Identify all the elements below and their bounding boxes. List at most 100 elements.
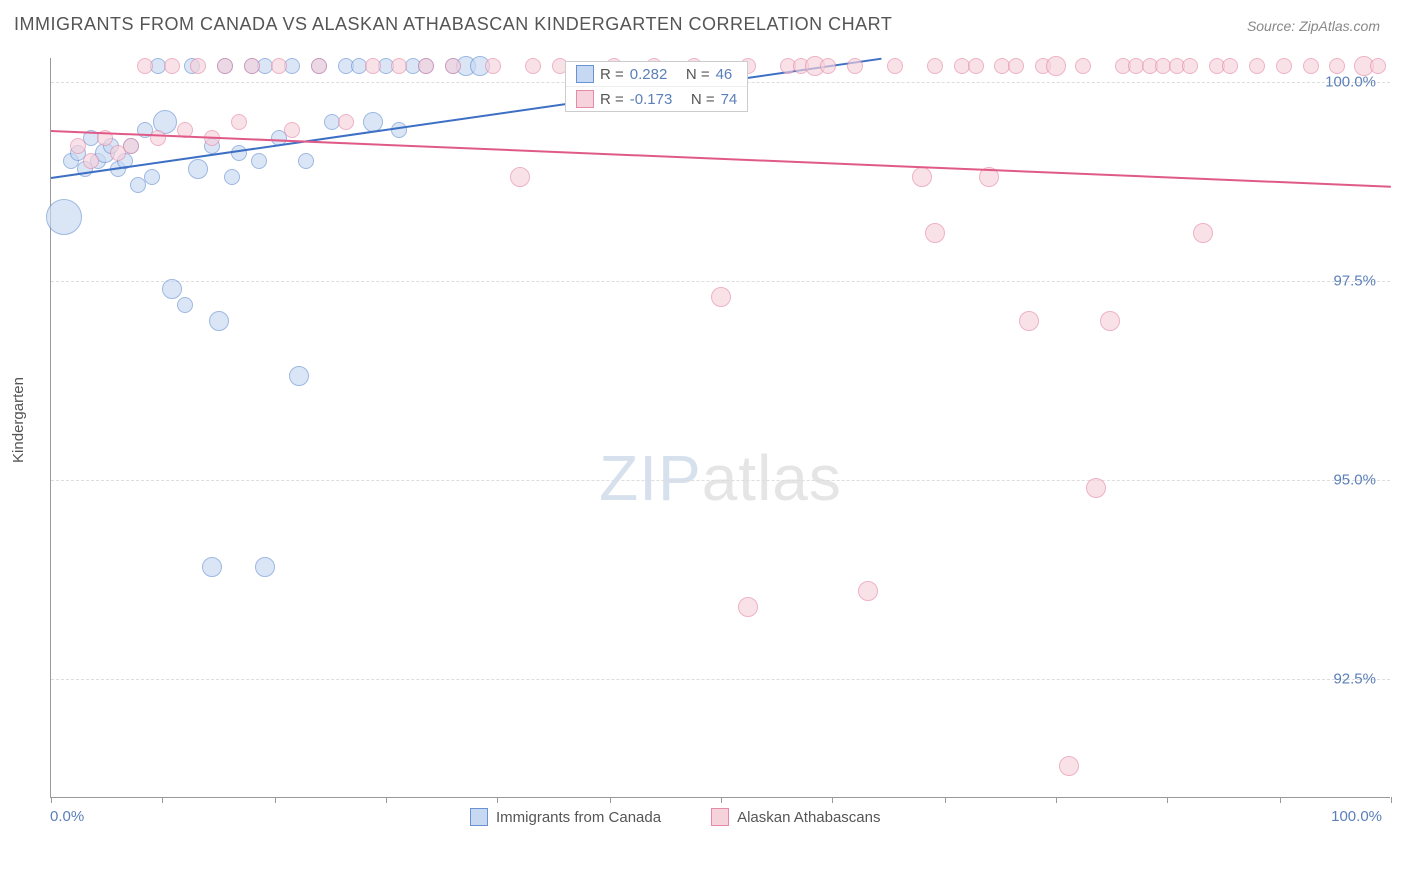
data-point	[46, 199, 82, 235]
r-value: -0.173	[630, 91, 673, 108]
data-point	[137, 58, 153, 74]
data-point	[1193, 223, 1213, 243]
data-point	[365, 58, 381, 74]
source-attribution: Source: ZipAtlas.com	[1247, 18, 1380, 34]
series-legend-label: Immigrants from Canada	[496, 809, 661, 826]
data-point	[925, 223, 945, 243]
data-point	[510, 167, 530, 187]
y-tick-label: 92.5%	[1333, 670, 1376, 687]
data-point	[244, 58, 260, 74]
data-point	[927, 58, 943, 74]
data-point	[144, 169, 160, 185]
series-legend: Immigrants from Canada Alaskan Athabascan…	[470, 808, 881, 826]
n-value: 74	[721, 91, 738, 108]
series-legend-item: Immigrants from Canada	[470, 808, 661, 826]
x-tick	[162, 797, 163, 803]
data-point	[738, 597, 758, 617]
data-point	[1086, 478, 1106, 498]
data-point	[1222, 58, 1238, 74]
gridline	[51, 281, 1390, 282]
data-point	[224, 169, 240, 185]
data-point	[968, 58, 984, 74]
data-point	[150, 130, 166, 146]
data-point	[1046, 56, 1066, 76]
data-point	[525, 58, 541, 74]
data-point	[391, 58, 407, 74]
gridline	[51, 480, 1390, 481]
correlation-legend: R = 0.282 N = 46R = -0.173 N = 74	[565, 61, 748, 112]
chart-title: IMMIGRANTS FROM CANADA VS ALASKAN ATHABA…	[14, 14, 892, 35]
data-point	[83, 153, 99, 169]
legend-swatch	[711, 808, 729, 826]
chart-plot-area: ZIPatlas 100.0%97.5%95.0%92.5%	[50, 58, 1390, 798]
gridline	[51, 679, 1390, 680]
data-point	[271, 58, 287, 74]
data-point	[338, 114, 354, 130]
r-label: R =	[600, 91, 624, 108]
x-tick	[497, 797, 498, 803]
y-tick-label: 100.0%	[1325, 73, 1376, 90]
data-point	[231, 145, 247, 161]
legend-swatch	[576, 65, 594, 83]
x-tick	[832, 797, 833, 803]
y-axis-title: Kindergarten	[10, 377, 27, 463]
n-value: 46	[716, 66, 733, 83]
data-point	[255, 557, 275, 577]
x-tick	[721, 797, 722, 803]
data-point	[231, 114, 247, 130]
correlation-legend-row: R = 0.282 N = 46	[566, 62, 747, 86]
x-tick	[386, 797, 387, 803]
x-axis-max-label: 100.0%	[1331, 808, 1382, 825]
n-label: N =	[678, 91, 714, 108]
data-point	[858, 581, 878, 601]
watermark-zip: ZIP	[599, 442, 702, 514]
legend-swatch	[470, 808, 488, 826]
data-point	[1059, 756, 1079, 776]
r-value: 0.282	[630, 66, 668, 83]
data-point	[1276, 58, 1292, 74]
x-tick	[610, 797, 611, 803]
data-point	[298, 153, 314, 169]
data-point	[202, 557, 222, 577]
data-point	[820, 58, 836, 74]
x-tick	[51, 797, 52, 803]
data-point	[1370, 58, 1386, 74]
data-point	[1100, 311, 1120, 331]
data-point	[1303, 58, 1319, 74]
data-point	[1182, 58, 1198, 74]
data-point	[284, 122, 300, 138]
data-point	[1019, 311, 1039, 331]
data-point	[1329, 58, 1345, 74]
series-legend-item: Alaskan Athabascans	[711, 808, 880, 826]
data-point	[70, 138, 86, 154]
data-point	[1249, 58, 1265, 74]
x-tick	[1391, 797, 1392, 803]
r-label: R =	[600, 66, 624, 83]
data-point	[912, 167, 932, 187]
data-point	[164, 58, 180, 74]
data-point	[1008, 58, 1024, 74]
legend-swatch	[576, 90, 594, 108]
x-axis-min-label: 0.0%	[50, 808, 84, 825]
data-point	[289, 366, 309, 386]
data-point	[190, 58, 206, 74]
data-point	[445, 58, 461, 74]
data-point	[209, 311, 229, 331]
data-point	[251, 153, 267, 169]
x-tick	[275, 797, 276, 803]
data-point	[123, 138, 139, 154]
data-point	[177, 297, 193, 313]
watermark: ZIPatlas	[599, 441, 842, 515]
data-point	[711, 287, 731, 307]
data-point	[418, 58, 434, 74]
data-point	[188, 159, 208, 179]
data-point	[1075, 58, 1091, 74]
data-point	[847, 58, 863, 74]
data-point	[217, 58, 233, 74]
x-tick	[945, 797, 946, 803]
correlation-legend-row: R = -0.173 N = 74	[566, 86, 747, 111]
data-point	[162, 279, 182, 299]
x-tick	[1280, 797, 1281, 803]
y-tick-label: 95.0%	[1333, 471, 1376, 488]
n-label: N =	[673, 66, 709, 83]
